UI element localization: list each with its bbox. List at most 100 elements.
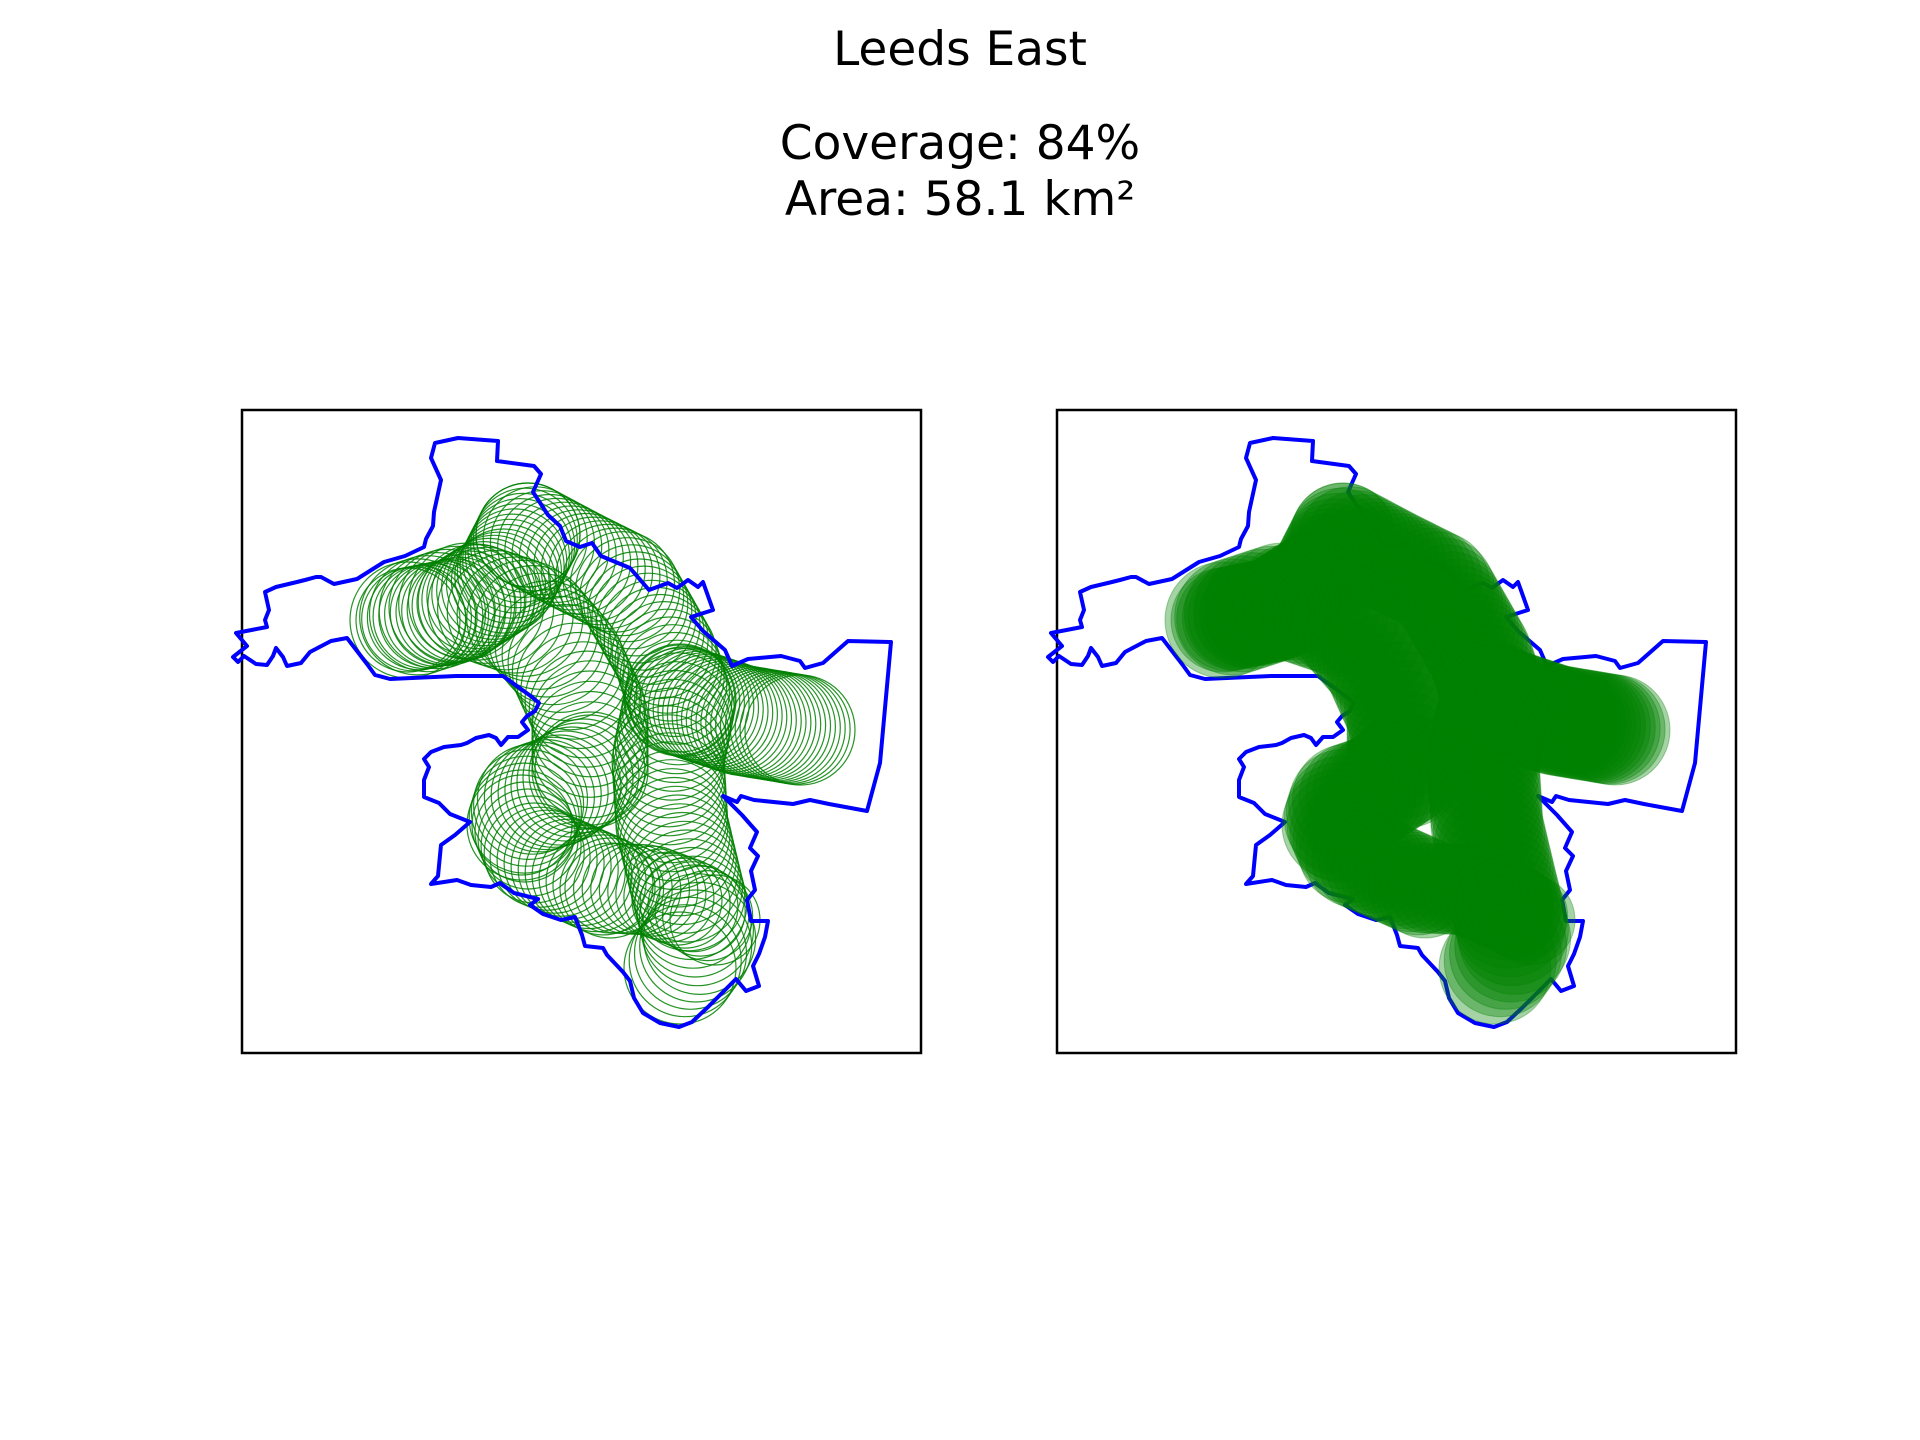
coverage-circle [456, 556, 574, 674]
coverage-circle [739, 673, 851, 785]
coverage-circle [515, 622, 634, 740]
coverage-circle [1496, 663, 1607, 775]
coverage-circle [510, 730, 622, 842]
coverage-circle [1277, 508, 1383, 614]
coverage-circle [1170, 567, 1276, 673]
coverage-circle [1544, 672, 1656, 784]
coverage-circle [1429, 608, 1535, 714]
coverage-circle [1349, 714, 1461, 826]
coverage-circle [1332, 818, 1434, 920]
coverage-circle [1410, 572, 1516, 678]
coverage-circle [1303, 580, 1421, 698]
coverage-circle [1394, 544, 1500, 650]
coverage-circle [1312, 494, 1418, 599]
coverage-circle [1213, 545, 1331, 663]
coverage-circle [612, 696, 727, 810]
coverage-circle [1252, 550, 1370, 667]
coverage-circle [1305, 739, 1417, 851]
coverage-circle [1297, 486, 1403, 592]
coverage-circle [1442, 820, 1556, 934]
coverage-circle [639, 857, 731, 949]
coverage-circle [619, 661, 734, 775]
coverage-circle [1184, 555, 1301, 673]
coverage-circle [640, 873, 755, 987]
coverage-circle [1472, 655, 1584, 767]
coverage-circle [421, 547, 527, 653]
coverage-circle [1405, 843, 1497, 935]
coverage-circle [744, 674, 856, 786]
coverage-circle [607, 845, 699, 937]
coverage-circle [1346, 701, 1464, 819]
coverage-circle [1379, 842, 1471, 934]
coverage-circle [1377, 527, 1483, 633]
coverage-circle [1414, 579, 1520, 685]
coverage-circle [621, 652, 735, 766]
coverage-circle [1337, 722, 1449, 834]
coverage-circle [607, 593, 713, 700]
coverage-circle [496, 809, 598, 911]
coverage-circle [618, 669, 732, 784]
coverage-circle [1204, 560, 1310, 666]
coverage-circle [1436, 794, 1550, 908]
coverage-circle [622, 631, 728, 738]
coverage-circle [1535, 670, 1646, 782]
coverage-circle [528, 650, 646, 768]
coverage-circle [1346, 660, 1464, 778]
coverage-circle [1413, 844, 1505, 936]
coverage-circle [1287, 487, 1393, 593]
panel-frame-right [1055, 408, 1738, 1055]
coverage-circle [1290, 482, 1396, 588]
coverage-circle [1539, 671, 1651, 783]
coverage-circle [1439, 639, 1545, 745]
coverage-circle [540, 516, 646, 622]
coverage-circle [1265, 528, 1371, 634]
coverage-circle [1335, 632, 1453, 749]
coverage-circle [657, 655, 769, 767]
coverage-circle [1281, 559, 1399, 677]
coverage-circle [734, 672, 846, 785]
coverage-circle [368, 555, 487, 673]
coverage-circle [1438, 851, 1530, 943]
coverage-circle [1261, 553, 1379, 671]
coverage-circle [1339, 821, 1441, 923]
coverage-circle [1426, 601, 1532, 707]
coverage-circle [471, 774, 573, 876]
coverage-circle [1429, 759, 1543, 873]
panel-frame-left [240, 408, 923, 1055]
coverage-circle [476, 743, 589, 855]
coverage-circle [1430, 848, 1522, 940]
coverage-circle [1467, 653, 1579, 765]
coverage-circle [474, 564, 592, 683]
coverage-circle [1339, 641, 1457, 759]
coverage-circle [1388, 842, 1480, 934]
coverage-circle [395, 559, 501, 665]
coverage-circle [1481, 658, 1593, 770]
coverage-circle [1348, 513, 1454, 618]
coverage-circle [1242, 546, 1360, 664]
coverage-circle [1454, 857, 1546, 949]
coverage-circle [1292, 788, 1394, 890]
coverage-circle [623, 851, 715, 943]
coverage-circle [1433, 670, 1547, 783]
coverage-circle [1463, 652, 1574, 764]
coverage-circle [366, 565, 472, 671]
coverage-circle [1176, 566, 1282, 672]
coverage-circle [1285, 755, 1397, 867]
coverage-circle [1333, 505, 1439, 611]
coverage-label: Coverage: 84% [779, 116, 1141, 171]
coverage-circle [1312, 736, 1424, 848]
coverage-circle [1440, 812, 1554, 925]
coverage-circle [1367, 834, 1469, 936]
coverage-circle [538, 827, 640, 930]
coverage-circle [1390, 537, 1496, 643]
coverage-circle [1288, 748, 1400, 860]
coverage-circle [446, 553, 564, 671]
coverage-circle [569, 531, 676, 637]
coverage-circle [1282, 498, 1388, 604]
coverage-circle [1193, 552, 1311, 670]
coverage-circle [1164, 561, 1282, 679]
coverage-circle [1251, 537, 1357, 643]
coverage-circle [1298, 741, 1410, 853]
coverage-circle [1370, 523, 1476, 629]
